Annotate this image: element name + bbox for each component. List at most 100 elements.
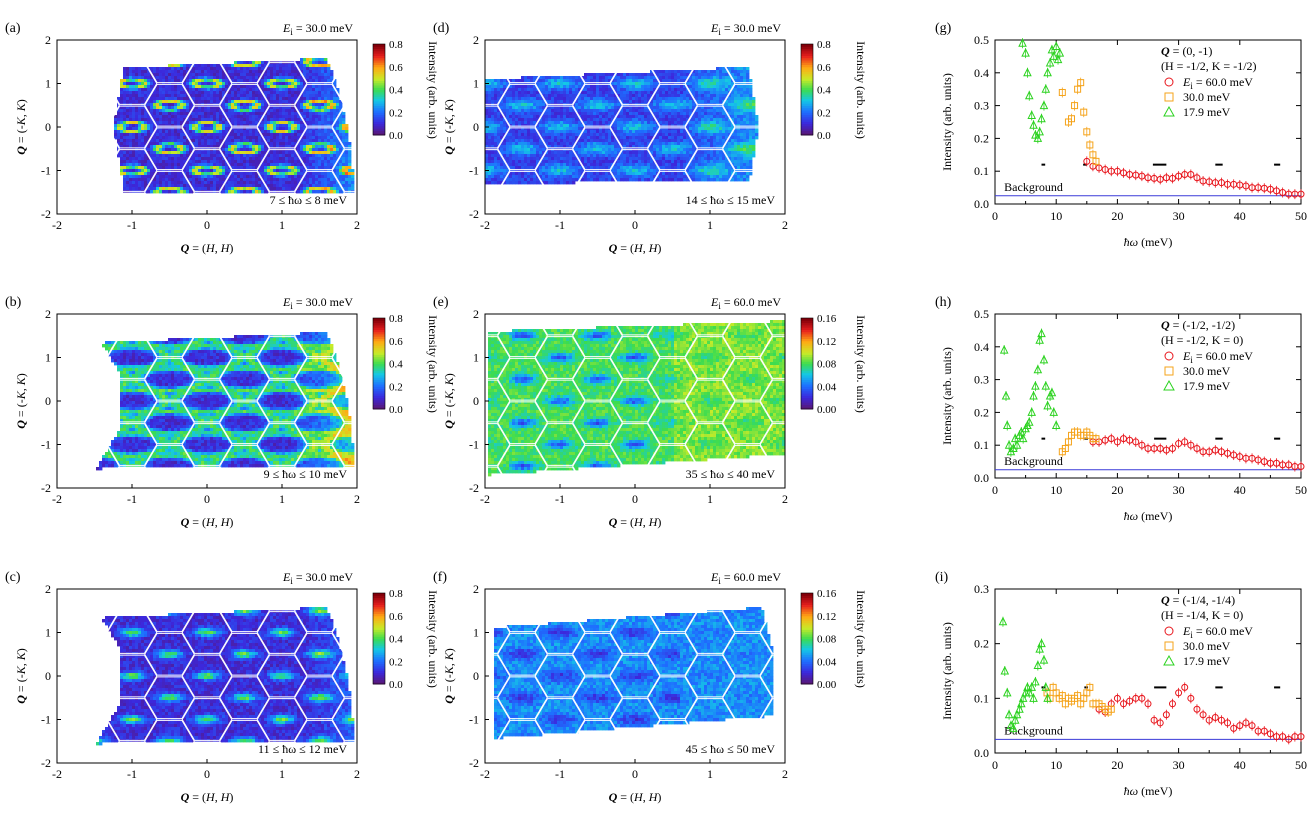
x-axis-label: Q = (H, H) bbox=[181, 241, 234, 255]
x-tick-label: 50 bbox=[1295, 483, 1307, 497]
y-tick-label: 1 bbox=[45, 77, 51, 91]
colorbar-tick-label: 0.12 bbox=[817, 336, 836, 348]
x-tick-label: -2 bbox=[480, 218, 490, 232]
colorbar-tick-label: 0.4 bbox=[389, 359, 403, 371]
y-tick-label: 2 bbox=[45, 307, 51, 321]
colorbar-tick-label: 0.16 bbox=[817, 313, 837, 325]
series-triangle bbox=[999, 617, 1051, 734]
x-tick-label: 50 bbox=[1295, 758, 1307, 772]
hexagon bbox=[370, 445, 420, 487]
legend-q-label: Q = (0, -1) bbox=[1161, 44, 1212, 58]
background-label: Background bbox=[1004, 180, 1063, 194]
hexagon bbox=[445, 41, 495, 83]
x-tick-label: 10 bbox=[1050, 758, 1062, 772]
legend-entry: 17.9 meV bbox=[1183, 105, 1231, 119]
hexagon bbox=[385, 467, 435, 509]
y-tick-label: -2 bbox=[469, 481, 479, 495]
legend-entry: Ei = 60.0 meV bbox=[1182, 75, 1253, 91]
hexagon bbox=[0, 106, 7, 148]
y-tick-label: 0.1 bbox=[974, 691, 989, 705]
y-tick-label: 1 bbox=[473, 351, 479, 365]
y-tick-label: 0.3 bbox=[974, 582, 989, 596]
x-axis-label: Q = (H, H) bbox=[609, 241, 662, 255]
x-tick-label: 2 bbox=[782, 767, 788, 781]
x-tick-label: 1 bbox=[279, 767, 285, 781]
hexagon bbox=[873, 315, 923, 357]
y-axis-label: Q = (-K, K) bbox=[14, 373, 28, 428]
colorbar-tick-label: 0.4 bbox=[389, 634, 403, 646]
colorbar-tick-label: 0.0 bbox=[389, 130, 403, 142]
y-tick-label: 0 bbox=[45, 120, 51, 134]
colorbar-tick-label: 0.00 bbox=[817, 404, 837, 416]
hexagon bbox=[385, 742, 435, 784]
x-axis-label: ħω (meV) bbox=[1124, 509, 1173, 523]
ei-label: Ei = 30.0 meV bbox=[282, 570, 353, 586]
legend-entry: 30.0 meV bbox=[1183, 90, 1231, 104]
panel-label: (c) bbox=[5, 570, 21, 585]
x-tick-label: 30 bbox=[1173, 483, 1185, 497]
y-tick-label: 2 bbox=[45, 582, 51, 596]
colorbar-label: Intensity (arb. units) bbox=[426, 41, 440, 139]
hexagon bbox=[0, 150, 7, 192]
colorbar-label: Intensity (arb. units) bbox=[854, 41, 868, 139]
x-tick-label: -2 bbox=[52, 492, 62, 506]
x-axis-label: Q = (H, H) bbox=[181, 790, 234, 804]
hexagon bbox=[835, 193, 885, 235]
ei-label: Ei = 30.0 meV bbox=[282, 21, 353, 37]
hexagon bbox=[0, 41, 44, 83]
hexagon bbox=[873, 402, 923, 444]
y-tick-label: 0 bbox=[473, 394, 479, 408]
y-tick-label: -2 bbox=[41, 756, 51, 770]
x-tick-label: -1 bbox=[127, 492, 137, 506]
x-tick-label: 2 bbox=[354, 767, 360, 781]
colorbar-label: Intensity (arb. units) bbox=[426, 315, 440, 413]
colorbar-tick-label: 0.8 bbox=[389, 39, 403, 51]
colorbar-tick-label: 0.8 bbox=[389, 313, 403, 325]
x-tick-label: 1 bbox=[279, 218, 285, 232]
colorbar-tick-label: 0.16 bbox=[817, 588, 837, 600]
legend-hk-label: (H = -1/4, K = 0) bbox=[1161, 608, 1243, 622]
series-circle bbox=[1084, 156, 1304, 199]
x-tick-label: 0 bbox=[204, 218, 210, 232]
y-tick-label: 0.2 bbox=[974, 405, 989, 419]
hexagon bbox=[407, 467, 457, 509]
series-triangle bbox=[1001, 329, 1060, 457]
x-tick-label: 0 bbox=[992, 758, 998, 772]
y-tick-label: 0 bbox=[473, 669, 479, 683]
series-square bbox=[1059, 427, 1099, 457]
hexagon bbox=[0, 720, 44, 762]
energy-range-label: 9 ≤ ħω ≤ 10 meV bbox=[264, 467, 348, 481]
x-axis-label: Q = (H, H) bbox=[609, 515, 662, 529]
y-axis-label: Intensity (arb. units) bbox=[940, 347, 954, 445]
x-tick-label: 2 bbox=[354, 218, 360, 232]
y-tick-label: -1 bbox=[469, 713, 479, 727]
legend-marker bbox=[1165, 93, 1173, 101]
hexagon bbox=[873, 590, 923, 632]
x-tick-label: 0 bbox=[632, 492, 638, 506]
hexagon bbox=[407, 193, 457, 235]
y-tick-label: 0 bbox=[45, 394, 51, 408]
x-tick-label: 40 bbox=[1234, 483, 1246, 497]
y-axis-label: Q = (-K, K) bbox=[442, 373, 456, 428]
colorbar-tick-label: 0.0 bbox=[389, 404, 403, 416]
colorbar-tick-label: 0.2 bbox=[389, 656, 403, 668]
hexagon bbox=[407, 742, 457, 784]
hexagon bbox=[0, 380, 7, 422]
x-tick-label: 10 bbox=[1050, 483, 1062, 497]
y-tick-label: -1 bbox=[41, 438, 51, 452]
panel-label: (f) bbox=[433, 570, 447, 585]
colorbar-tick-label: 0.4 bbox=[817, 85, 831, 97]
colorbar-tick-label: 0.08 bbox=[817, 634, 837, 646]
x-tick-label: 40 bbox=[1234, 758, 1246, 772]
legend-entry: Ei = 60.0 meV bbox=[1182, 624, 1253, 640]
colorbar-tick-label: 0.6 bbox=[389, 336, 403, 348]
hexagon bbox=[835, 742, 885, 784]
panel-label: (i) bbox=[935, 570, 949, 585]
